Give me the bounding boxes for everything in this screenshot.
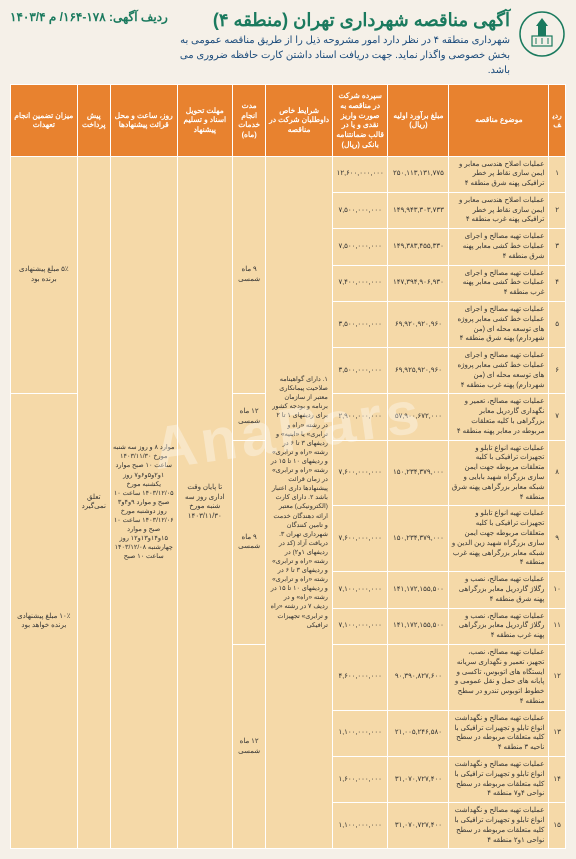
cell-estimate: ۳۱,۰۷۰,۷۲۷,۴۰۰ xyxy=(388,756,449,802)
cell-deposit: ۴,۶۰۰,۰۰۰,۰۰۰ xyxy=(332,644,388,710)
cell-guarantee: ۱۰٪ مبلغ پیشنهادی برنده خواهد بود xyxy=(11,394,78,849)
cell-n: ۱۱ xyxy=(549,608,566,644)
cell-n: ۱۴ xyxy=(549,756,566,802)
cell-deposit: ۷,۱۰۰,۰۰۰,۰۰۰ xyxy=(332,572,388,608)
cell-estimate: ۲۵۰,۱۱۳,۱۳۱,۷۷۵ xyxy=(388,156,449,192)
cell-subject: عملیات تهیه مصالح، نصب، تجهیز، تعمیر و ن… xyxy=(449,644,549,710)
cell-subject: عملیات تهیه مصالح و نگهداشت انواع تابلو … xyxy=(449,756,549,802)
cell-estimate: ۶۹,۹۲۰,۹۲۰,۹۶۰ xyxy=(388,302,449,348)
cell-duration: ۱۲ ماه شمسی xyxy=(233,394,266,440)
cell-n: ۱۲ xyxy=(549,644,566,710)
cell-deposit: ۷,۵۰۰,۰۰۰,۰۰۰ xyxy=(332,229,388,265)
cell-deposit: ۳,۵۰۰,۰۰۰,۰۰۰ xyxy=(332,302,388,348)
cell-subject: عملیات تهیه مصالح، نصب و رگلاژ گاردریل م… xyxy=(449,572,549,608)
cell-n: ۱۰ xyxy=(549,572,566,608)
cell-n: ۳ xyxy=(549,229,566,265)
cell-subject: عملیات تهیه مصالح، نصب و رگلاژ گاردریل م… xyxy=(449,608,549,644)
cell-estimate: ۱۵۰,۲۳۴,۳۷۹,۰۰۰ xyxy=(388,506,449,572)
cell-subject: عملیات تهیه مصالح و اجرای عملیات خط کشی … xyxy=(449,229,549,265)
cell-subject: عملیات تهیه مصالح و نگهداشت انواع تابلو … xyxy=(449,710,549,756)
col-advance: پیش پرداخت xyxy=(77,85,110,157)
cell-deposit: ۷,۶۰۰,۰۰۰,۰۰۰ xyxy=(332,506,388,572)
col-deadline: مهلت تحویل اسناد و تسلیم پیشنهاد xyxy=(177,85,233,157)
col-when: روز، ساعت و محل قرائت پیشنهادها xyxy=(110,85,177,157)
cell-estimate: ۱۴۷,۳۹۴,۹۰۶,۹۳۰ xyxy=(388,265,449,301)
cell-subject: عملیات تهیه مصالح و اجرای عملیات خط کشی … xyxy=(449,302,549,348)
cell-deposit: ۷,۱۰۰,۰۰۰,۰۰۰ xyxy=(332,608,388,644)
cell-deposit: ۱,۱۰۰,۰۰۰,۰۰۰ xyxy=(332,803,388,849)
cell-n: ۴ xyxy=(549,265,566,301)
col-duration: مدت انجام خدمات (ماه) xyxy=(233,85,266,157)
cell-subject: عملیات تهیه مصالح و نگهداشت انواع تابلو … xyxy=(449,803,549,849)
cell-deposit: ۱۲,۶۰۰,۰۰۰,۰۰۰ xyxy=(332,156,388,192)
col-conditions: شرایط خاص داوطلبان شرکت در مناقصه xyxy=(266,85,333,157)
cell-deposit: ۱,۶۰۰,۰۰۰,۰۰۰ xyxy=(332,756,388,802)
cell-deposit: ۲,۹۰۰,۰۰۰,۰۰۰ xyxy=(332,394,388,440)
col-guarantee: میزان تضمین انجام تعهدات xyxy=(11,85,78,157)
cell-n: ۱۳ xyxy=(549,710,566,756)
cell-subject: عملیات تهیه انواع تابلو و تجهیزات ترافیک… xyxy=(449,440,549,506)
table-header-row: ردیف موضوع مناقصه مبلغ برآورد اولیه (ریا… xyxy=(11,85,566,157)
cell-subject: عملیات تهیه مصالح و اجرای عملیات خط کشی … xyxy=(449,348,549,394)
cell-estimate: ۱۴۹,۳۸۳,۴۵۵,۳۳۰ xyxy=(388,229,449,265)
cell-advance: تعلق نمی‌گیرد xyxy=(77,156,110,849)
cell-estimate: ۲۱,۰۰۵,۲۴۶,۵۸۰ xyxy=(388,710,449,756)
cell-duration: ۹ ماه شمسی xyxy=(233,440,266,644)
col-estimate: مبلغ برآورد اولیه (ریال) xyxy=(388,85,449,157)
cell-deposit: ۷,۶۰۰,۰۰۰,۰۰۰ xyxy=(332,440,388,506)
page-subtitle: شهرداری منطقه ۴ در نظر دارد امور مشروحه … xyxy=(176,33,510,78)
cell-estimate: ۵۷,۹۰۰,۶۷۲,۰۰۰ xyxy=(388,394,449,440)
cell-n: ۵ xyxy=(549,302,566,348)
cell-conditions: ۱. دارای گواهینامه صلاحیت پیمانکاری معتب… xyxy=(266,156,333,849)
cell-n: ۷ xyxy=(549,394,566,440)
cell-subject: عملیات تهیه مصالح و اجرای عملیات خط کشی … xyxy=(449,265,549,301)
cell-subject: عملیات تهیه مصالح، تعمیر و نگهداری گاردر… xyxy=(449,394,549,440)
cell-n: ۹ xyxy=(549,506,566,572)
tender-table: ردیف موضوع مناقصه مبلغ برآورد اولیه (ریا… xyxy=(10,84,566,849)
cell-subject: عملیات اصلاح هندسی معابر و ایمن سازی نقا… xyxy=(449,156,549,192)
reference-number: ردیف آگهی: ۱۷۸-۱۶۴/ م ۱۴۰۳/۴ xyxy=(10,10,168,24)
cell-n: ۸ xyxy=(549,440,566,506)
cell-subject: عملیات تهیه انواع تابلو و تجهیزات ترافیک… xyxy=(449,506,549,572)
col-n: ردیف xyxy=(549,85,566,157)
cell-estimate: ۳۱,۰۷۰,۷۲۷,۴۰۰ xyxy=(388,803,449,849)
cell-n: ۱۵ xyxy=(549,803,566,849)
page-title: آگهی مناقصه شهرداری تهران (منطقه ۴) xyxy=(176,10,510,31)
header: آگهی مناقصه شهرداری تهران (منطقه ۴) شهرد… xyxy=(10,10,566,78)
cell-estimate: ۱۵۰,۲۳۴,۳۷۹,۰۰۰ xyxy=(388,440,449,506)
municipality-logo xyxy=(518,10,566,58)
cell-estimate: ۱۴۱,۱۷۲,۱۵۵,۵۰۰ xyxy=(388,608,449,644)
cell-when: موارد ۸ و روز سه شنبه مورخ ۱۴۰۳/۱۱/۳۰ سا… xyxy=(110,156,177,849)
cell-duration: ۱۲ ماه شمسی xyxy=(233,644,266,848)
cell-deposit: ۱,۱۰۰,۰۰۰,۰۰۰ xyxy=(332,710,388,756)
cell-deposit: ۷,۵۰۰,۰۰۰,۰۰۰ xyxy=(332,192,388,228)
cell-duration: ۹ ماه شمسی xyxy=(233,156,266,394)
cell-estimate: ۶۹,۹۲۵,۹۲۰,۹۶۰ xyxy=(388,348,449,394)
cell-subject: عملیات اصلاح هندسی معابر و ایمن سازی نقا… xyxy=(449,192,549,228)
cell-estimate: ۱۴۹,۹۴۳,۳۰۳,۷۳۳ xyxy=(388,192,449,228)
cell-deposit: ۳,۵۰۰,۰۰۰,۰۰۰ xyxy=(332,348,388,394)
page: AnaPars آگهی مناقصه شهرداری تهران (منطقه… xyxy=(0,0,576,859)
col-subject: موضوع مناقصه xyxy=(449,85,549,157)
cell-guarantee: ۵٪ مبلغ پیشنهادی برنده بود xyxy=(11,156,78,394)
cell-n: ۶ xyxy=(549,348,566,394)
cell-estimate: ۹۰,۳۹۰,۸۲۷,۶۰۰ xyxy=(388,644,449,710)
table-row: ۱عملیات اصلاح هندسی معابر و ایمن سازی نق… xyxy=(11,156,566,192)
cell-deadline: تا پایان وقت اداری روز سه شنبه مورخ ۱۴۰۳… xyxy=(177,156,233,849)
cell-n: ۱ xyxy=(549,156,566,192)
cell-estimate: ۱۴۱,۱۷۲,۱۵۵,۵۰۰ xyxy=(388,572,449,608)
col-deposit: سپرده شرکت در مناقصه به صورت واریز نقدی … xyxy=(332,85,388,157)
cell-deposit: ۷,۴۰۰,۰۰۰,۰۰۰ xyxy=(332,265,388,301)
cell-n: ۲ xyxy=(549,192,566,228)
